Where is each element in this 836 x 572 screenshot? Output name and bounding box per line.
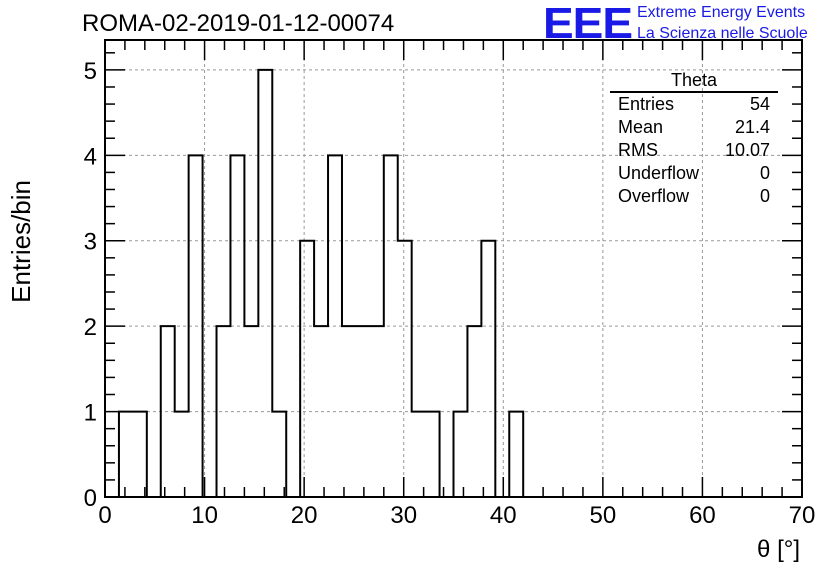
y-tick-label: 1 — [84, 400, 97, 427]
x-tick-label: 50 — [590, 502, 617, 529]
stat-label: Underflow — [618, 163, 700, 183]
stat-value: 0 — [759, 186, 770, 206]
x-tick-label: 20 — [291, 502, 318, 529]
stat-row-overflow: Overflow 0 — [610, 185, 778, 208]
stat-value: 54 — [749, 94, 770, 114]
logo-line-1: Extreme Energy Events — [637, 4, 806, 21]
stat-label: RMS — [618, 140, 658, 160]
stat-value: 10.07 — [724, 140, 770, 160]
stat-row-underflow: Underflow 0 — [610, 162, 778, 185]
stat-value: 0 — [759, 163, 770, 183]
logo-line-2: La Scienza nelle Scuole — [637, 25, 808, 42]
stats-title: Theta — [610, 70, 778, 93]
eee-logo: EEE — [543, 0, 633, 48]
plot-frame — [104, 39, 803, 498]
y-tick-labels: 0 1 2 3 4 5 — [84, 58, 97, 512]
stat-row-rms: RMS 10.07 — [610, 139, 778, 162]
stat-label: Entries — [618, 94, 675, 114]
y-tick-label: 3 — [84, 229, 97, 256]
stat-row-entries: Entries 54 — [610, 93, 778, 116]
histogram-step-line — [117, 68, 525, 498]
stat-value: 21.4 — [734, 117, 770, 137]
x-tick-label: 40 — [490, 502, 517, 529]
axis-ticks — [104, 40, 803, 498]
x-tick-label: 30 — [390, 502, 417, 529]
stat-row-mean: Mean 21.4 — [610, 116, 778, 139]
x-tick-label: 70 — [789, 502, 816, 529]
x-tick-label: 0 — [98, 502, 111, 529]
y-tick-label: 4 — [84, 143, 97, 170]
x-axis-label: θ [°] — [757, 536, 800, 563]
x-tick-label: 10 — [191, 502, 218, 529]
y-tick-label: 2 — [84, 314, 97, 341]
chart-title: ROMA-02-2019-01-12-00074 — [82, 10, 395, 37]
y-axis-label: Entries/bin — [6, 180, 36, 303]
stats-box: Theta Entries 54 Mean 21.4 RMS 10.07 Und… — [610, 70, 778, 208]
y-tick-label: 5 — [84, 58, 97, 85]
y-tick-label: 0 — [84, 485, 97, 512]
x-tick-labels: 0 10 20 30 40 50 60 70 — [98, 502, 815, 529]
x-tick-label: 60 — [689, 502, 716, 529]
stat-label: Mean — [618, 117, 664, 137]
logo-text: Extreme Energy Events La Scienza nelle S… — [637, 2, 808, 44]
stat-label: Overflow — [618, 186, 690, 206]
